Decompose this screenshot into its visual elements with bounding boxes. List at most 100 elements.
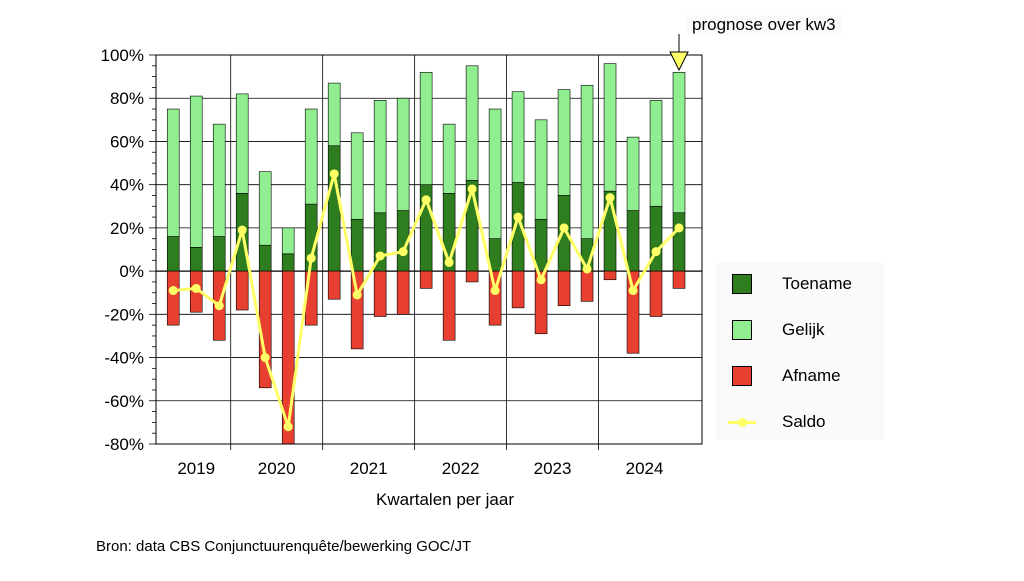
bar-afname <box>534 270 548 335</box>
saldo-point <box>237 225 247 235</box>
x-axis-title: Kwartalen per jaar <box>376 490 514 509</box>
bar-toename <box>626 210 640 272</box>
saldo-point <box>467 184 477 194</box>
bar-toename <box>327 145 341 272</box>
bar-toename <box>672 212 686 272</box>
bar-toename <box>350 218 364 272</box>
bar-afname <box>603 270 617 281</box>
bar-afname <box>373 270 387 317</box>
bar-gelijk <box>465 65 479 181</box>
y-tick-label: 80% <box>110 89 144 108</box>
saldo-point <box>513 212 523 222</box>
bar-gelijk <box>350 132 364 220</box>
y-tick-labels: 100% 80% 60% 40% 20% 0% -20% -40% -60% -80% <box>101 46 144 454</box>
bar-afname <box>419 270 433 289</box>
saldo-point <box>260 353 270 363</box>
bar-toename <box>281 253 295 272</box>
y-tick-label: -20% <box>104 305 144 324</box>
bar-afname <box>649 270 663 317</box>
legend-item-gelijk <box>732 318 752 342</box>
saldo-point <box>352 290 362 300</box>
saldo-point <box>283 422 293 432</box>
bar-afname <box>511 270 525 309</box>
bar-gelijk <box>488 108 502 239</box>
y-tick-label: 40% <box>110 176 144 195</box>
saldo-point <box>582 264 592 274</box>
saldo-point <box>536 275 546 285</box>
legend-swatch-toename <box>732 274 752 294</box>
bar-afname <box>557 270 571 306</box>
legend-label-afname: Afname <box>782 366 841 385</box>
bar-toename <box>534 218 548 272</box>
saldo-point <box>398 247 408 257</box>
saldo-point <box>559 223 569 233</box>
bar-toename <box>166 236 180 272</box>
bar-gelijk <box>649 100 663 207</box>
bar-afname <box>488 270 502 326</box>
bar-toename <box>212 236 226 272</box>
legend-label-gelijk: Gelijk <box>782 320 825 339</box>
saldo-point <box>191 283 201 293</box>
bar-afname <box>626 270 640 354</box>
saldo-point <box>329 169 339 179</box>
y-tick-label: 20% <box>110 219 144 238</box>
legend: Toename Gelijk Afname Saldo <box>716 262 884 440</box>
bar-gelijk <box>672 71 686 214</box>
legend-swatch-afname <box>732 366 752 386</box>
bar-afname <box>235 270 249 311</box>
bar-gelijk <box>258 171 272 246</box>
arrow-head <box>669 51 689 72</box>
saldo-point <box>168 286 178 296</box>
source-note: Bron: data CBS Conjunctuurenquête/bewerk… <box>96 538 472 555</box>
bar-gelijk <box>442 123 456 194</box>
bar-gelijk <box>212 123 226 237</box>
saldo-point <box>214 301 224 311</box>
x-tick-label: 2024 <box>626 459 664 478</box>
bar-gelijk <box>511 91 525 183</box>
bar-gelijk <box>580 84 594 239</box>
bar-gelijk <box>235 93 249 194</box>
saldo-point <box>306 253 316 263</box>
bar-afname <box>672 270 686 289</box>
bar-gelijk <box>603 63 617 192</box>
bar-toename <box>189 247 203 272</box>
saldo-point <box>444 257 454 267</box>
bar-gelijk <box>557 89 571 196</box>
y-tick-label: 60% <box>110 132 144 151</box>
bar-toename <box>258 244 272 272</box>
x-tick-label: 2019 <box>177 459 215 478</box>
x-tick-label: 2020 <box>258 459 296 478</box>
bar-gelijk <box>396 97 410 211</box>
bar-afname <box>580 270 594 302</box>
y-tick-label: -80% <box>104 435 144 454</box>
y-tick-label: 0% <box>119 262 144 281</box>
x-tick-label: 2022 <box>442 459 480 478</box>
saldo-point <box>375 251 385 261</box>
bar-gelijk <box>304 108 318 205</box>
saldo-point <box>605 193 615 203</box>
prognose-arrow-icon <box>669 34 689 72</box>
y-tick-label: 100% <box>101 46 144 65</box>
bar-afname <box>442 270 456 341</box>
bar-afname <box>327 270 341 300</box>
legend-line-saldo <box>728 412 756 432</box>
legend-item-toename <box>732 272 752 296</box>
legend-label-toename: Toename <box>782 274 852 293</box>
saldo-point <box>651 247 661 257</box>
y-tick-label: -40% <box>104 349 144 368</box>
saldo-point <box>674 223 684 233</box>
x-tick-label: 2023 <box>534 459 572 478</box>
bar-gelijk <box>327 82 341 147</box>
x-tick-labels: 2019 2020 2021 2022 2023 2024 <box>177 459 663 478</box>
bars <box>166 63 686 445</box>
saldo-point <box>628 286 638 296</box>
legend-item-saldo <box>728 410 756 434</box>
bar-gelijk <box>189 95 203 248</box>
axes <box>149 54 703 450</box>
bar-gelijk <box>419 71 433 185</box>
y-tick-label: -60% <box>104 392 144 411</box>
x-tick-label: 2021 <box>350 459 388 478</box>
legend-item-afname <box>732 364 752 388</box>
saldo-line <box>168 169 684 432</box>
